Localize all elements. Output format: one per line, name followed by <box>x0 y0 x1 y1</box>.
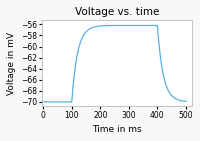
X-axis label: Time in ms: Time in ms <box>92 125 142 134</box>
Y-axis label: Voltage in mV: Voltage in mV <box>7 32 16 95</box>
Title: Voltage vs. time: Voltage vs. time <box>75 7 159 17</box>
